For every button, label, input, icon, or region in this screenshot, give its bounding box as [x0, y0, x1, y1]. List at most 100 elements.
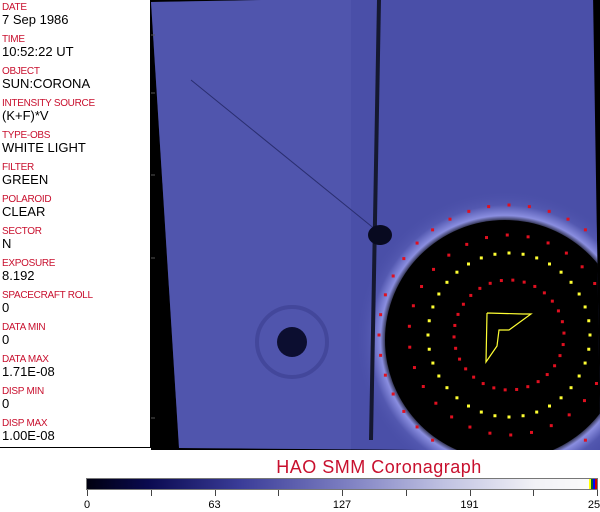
field-data-max: DATA MAX 1.71E-08: [2, 355, 55, 379]
marker-dot: [465, 242, 469, 246]
marker-dot: [558, 354, 562, 358]
coronagraph-image: [147, 0, 600, 450]
marker-dot: [521, 252, 525, 256]
marker-dot: [548, 404, 551, 408]
marker-dot: [379, 313, 383, 317]
marker-dot: [481, 382, 485, 386]
field-label: TYPE-OBS: [2, 130, 51, 141]
overlay-polygon: [485, 312, 533, 364]
field-sector: SECTOR N: [2, 227, 42, 251]
marker-dot: [488, 431, 492, 435]
field-value: 10:52:22 UT: [2, 44, 74, 59]
marker-dot: [583, 361, 587, 365]
marker-dot: [533, 284, 537, 288]
marker-dot: [431, 305, 435, 309]
marker-dot: [383, 373, 387, 377]
marker-dot: [445, 280, 449, 284]
field-data-min: DATA MIN 0: [2, 323, 46, 347]
marker-dot: [545, 373, 549, 377]
marker-dot: [464, 367, 468, 371]
marker-dot: [467, 404, 470, 408]
marker-dot: [526, 385, 530, 389]
marker-dot: [450, 415, 454, 419]
marker-dot: [402, 409, 406, 413]
occulter-disk: [385, 220, 600, 450]
marker-dot: [493, 252, 497, 256]
marker-dot: [492, 386, 496, 390]
marker-dot: [467, 262, 470, 266]
marker-dot: [487, 205, 491, 209]
marker-dot: [437, 374, 441, 378]
colorbar-overlay-colors: [589, 479, 597, 489]
marker-dot: [493, 414, 497, 418]
marker-dot: [479, 256, 483, 260]
field-label: SPACECRAFT ROLL: [2, 290, 93, 301]
marker-dot: [559, 396, 563, 400]
colorbar-tick-label: 191: [460, 499, 479, 511]
marker-dot: [522, 280, 526, 284]
marker-dot: [587, 319, 591, 323]
marker-dot: [467, 209, 471, 213]
marker-dot: [505, 233, 509, 237]
field-value: (K+F)*V: [2, 108, 49, 123]
field-object: OBJECT SUN:CORONA: [2, 67, 90, 91]
marker-dot: [431, 438, 435, 442]
marker-dot: [583, 228, 587, 232]
marker-dot: [458, 357, 462, 361]
marker-dot: [391, 274, 395, 278]
marker-dot: [583, 305, 587, 309]
marker-dot: [548, 262, 551, 266]
marker-dot: [411, 304, 415, 308]
marker-dot: [560, 320, 564, 324]
marker-dot: [527, 205, 531, 209]
marker-dot: [427, 319, 431, 323]
instrument-title: HAO SMM Coronagraph: [276, 457, 482, 477]
field-value: 1.71E-08: [2, 364, 55, 379]
colorbar-tick: [278, 490, 280, 496]
marker-dot: [587, 347, 591, 351]
marker-dot: [431, 361, 435, 365]
colorbar-tick-label: 0: [83, 499, 91, 511]
colorbar-tick-label: 255: [587, 499, 600, 511]
field-label: SECTOR: [2, 226, 42, 237]
field-label: POLAROID: [2, 194, 52, 205]
field-filter: FILTER GREEN: [2, 163, 48, 187]
field-value: 0: [2, 300, 10, 315]
marker-dot: [456, 312, 460, 316]
marker-dot: [432, 267, 436, 271]
marker-dot: [478, 286, 482, 290]
marker-dot: [454, 346, 458, 350]
marker-dot: [408, 345, 412, 349]
marker-dot: [588, 333, 592, 337]
field-label: FILTER: [2, 162, 34, 173]
marker-dot: [447, 253, 451, 257]
marker-dot: [431, 228, 435, 232]
marker-dot: [383, 293, 387, 297]
marker-dot: [427, 347, 431, 351]
marker-dot: [377, 333, 381, 337]
marker-dot: [468, 425, 472, 429]
field-label: DATA MAX: [2, 354, 49, 365]
marker-dot: [566, 217, 570, 221]
marker-dot: [452, 335, 456, 339]
marker-dot: [529, 430, 533, 434]
field-value: 0: [2, 332, 10, 347]
marker-dot: [542, 291, 546, 295]
marker-dot: [407, 324, 411, 328]
marker-dot: [549, 424, 553, 428]
marker-dot: [547, 209, 551, 213]
marker-dot: [455, 396, 459, 400]
marker-dot: [455, 270, 459, 274]
field-disp-min: DISP MIN 0: [2, 387, 44, 411]
marker-dot: [448, 217, 452, 221]
marker-dot: [553, 364, 557, 368]
marker-dot: [593, 281, 597, 285]
marker-dot: [437, 292, 441, 296]
colorbar-tick: [405, 490, 407, 496]
marker-dot: [561, 343, 565, 347]
marker-dot: [559, 270, 563, 274]
colorbar-tick-label: 63: [208, 499, 221, 511]
field-value: N: [2, 236, 12, 251]
marker-dot: [562, 331, 566, 335]
colorbar-tick: [150, 490, 152, 496]
